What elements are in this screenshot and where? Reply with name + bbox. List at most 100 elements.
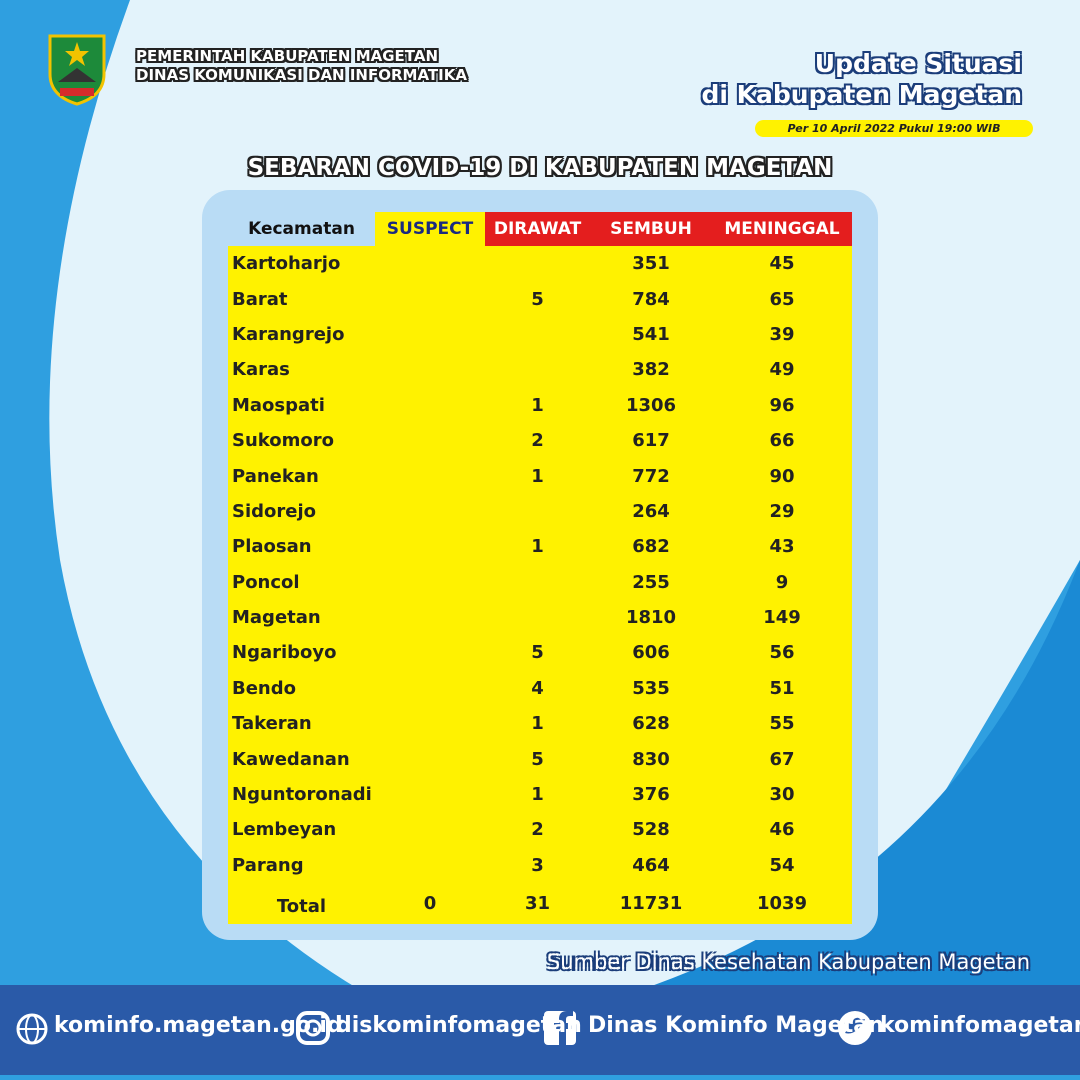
cell: 682: [590, 529, 712, 565]
cell: [375, 529, 485, 565]
cell: 30: [712, 776, 852, 813]
cell: 45: [712, 246, 852, 282]
instagram: diskominfomagetan: [336, 1013, 582, 1038]
cell: 617: [590, 422, 712, 459]
cell: 2: [485, 812, 590, 848]
cell: 65: [712, 281, 852, 317]
table-row: Ngariboyo 5 606 56: [228, 635, 852, 671]
table-row: Kawedanan 5 830 67: [228, 741, 852, 777]
cell: 4: [485, 670, 590, 707]
column-header: MENINGGAL: [712, 212, 852, 246]
cell: 3: [485, 847, 590, 884]
cell: 264: [590, 493, 712, 530]
table-row: Nguntoronadi 1 376 30: [228, 776, 852, 813]
cell: 382: [590, 352, 712, 388]
table-row: Parang 3 464 54: [228, 847, 852, 884]
row-label: Sidorejo: [228, 493, 375, 530]
cell: 149: [712, 599, 852, 636]
cell: 96: [712, 387, 852, 423]
table-row: Lembeyan 2 528 46: [228, 812, 852, 848]
column-header: SEMBUH: [590, 212, 712, 246]
row-label: Takeran: [228, 706, 375, 742]
org-line: PEMERINTAH KABUPATEN MAGETAN: [136, 47, 439, 65]
cell: 772: [590, 458, 712, 494]
row-label: Ngariboyo: [228, 635, 375, 671]
cell: [375, 847, 485, 884]
row-label: Sukomoro: [228, 422, 375, 459]
cell: [485, 599, 590, 636]
website: kominfo.magetan.go.id: [54, 1013, 343, 1038]
table-row: Plaosan 1 682 43: [228, 529, 852, 565]
table-row: Barat 5 784 65: [228, 281, 852, 317]
cell: 2: [485, 422, 590, 459]
table-row: Takeran 1 628 55: [228, 706, 852, 742]
cell: [375, 422, 485, 459]
row-label: Total: [228, 883, 375, 925]
row-label: Nguntoronadi: [228, 776, 375, 813]
cell: [375, 776, 485, 813]
table: Kecamatan SUSPECT DIRAWAT SEMBUH MENINGGAL Ka…: [228, 212, 852, 925]
footer-bar: [0, 985, 1080, 1075]
cell: [375, 493, 485, 530]
update-line: Update Situasi: [814, 49, 1022, 78]
cell: 51: [712, 670, 852, 707]
table-row: Bendo 4 535 51: [228, 670, 852, 707]
cell: [375, 316, 485, 353]
cell: 1: [485, 387, 590, 423]
total-row: Total 0 31 11731 1039: [228, 883, 852, 925]
cell: 784: [590, 281, 712, 317]
row-label: Plaosan: [228, 529, 375, 565]
row-label: Barat: [228, 281, 375, 317]
cell: [485, 493, 590, 530]
cell: 535: [590, 670, 712, 707]
cell: [375, 281, 485, 317]
update-line: di Kabupaten Magetan: [701, 80, 1023, 109]
cell: 1: [485, 776, 590, 813]
column-header: SUSPECT: [375, 212, 485, 246]
cell: [375, 599, 485, 636]
cell: 1: [485, 458, 590, 494]
cell: 830: [590, 741, 712, 777]
cell: 376: [590, 776, 712, 813]
cell: 31: [485, 883, 590, 925]
table-row: Kartoharjo 351 45: [228, 246, 852, 282]
cell: [375, 564, 485, 600]
cell: 1039: [712, 883, 852, 925]
row-label: Poncol: [228, 564, 375, 600]
cell: [485, 564, 590, 600]
cell: 39: [712, 316, 852, 353]
footer-icons: [16, 1011, 872, 1045]
row-label: Kawedanan: [228, 741, 375, 777]
date: Per 10 April 2022 Pukul 19:00 WIB: [755, 120, 1033, 137]
cell: 11731: [590, 883, 712, 925]
cell: [375, 352, 485, 388]
cell: [375, 812, 485, 848]
cell: 1: [485, 706, 590, 742]
cell: 90: [712, 458, 852, 494]
row-label: Panekan: [228, 458, 375, 494]
title: SEBARAN COVID-19 DI KABUPATEN MAGETAN: [247, 155, 833, 181]
table-row: Sidorejo 264 29: [228, 493, 852, 530]
cell: [375, 458, 485, 494]
twitter: kominfomagetan1: [880, 1013, 1080, 1038]
cell: [485, 352, 590, 388]
row-label: Magetan: [228, 599, 375, 636]
header-row: Kecamatan SUSPECT DIRAWAT SEMBUH MENINGGAL: [228, 212, 852, 246]
cell: 541: [590, 316, 712, 353]
cell: 46: [712, 812, 852, 848]
table-row: Karas 382 49: [228, 352, 852, 388]
cell: [375, 670, 485, 707]
cell: 0: [375, 883, 485, 925]
table-row: Sukomoro 2 617 66: [228, 422, 852, 459]
logo: [48, 34, 106, 106]
cell: 1: [485, 529, 590, 565]
cell: 255: [590, 564, 712, 600]
update-title: Update Situasi di Kabupaten Magetan: [702, 48, 1023, 110]
column-header: DIRAWAT: [485, 212, 590, 246]
row-label: Maospati: [228, 387, 375, 423]
row-label: Parang: [228, 847, 375, 884]
table-row: Magetan 1810 149: [228, 599, 852, 636]
row-label: Karas: [228, 352, 375, 388]
cell: 56: [712, 635, 852, 671]
